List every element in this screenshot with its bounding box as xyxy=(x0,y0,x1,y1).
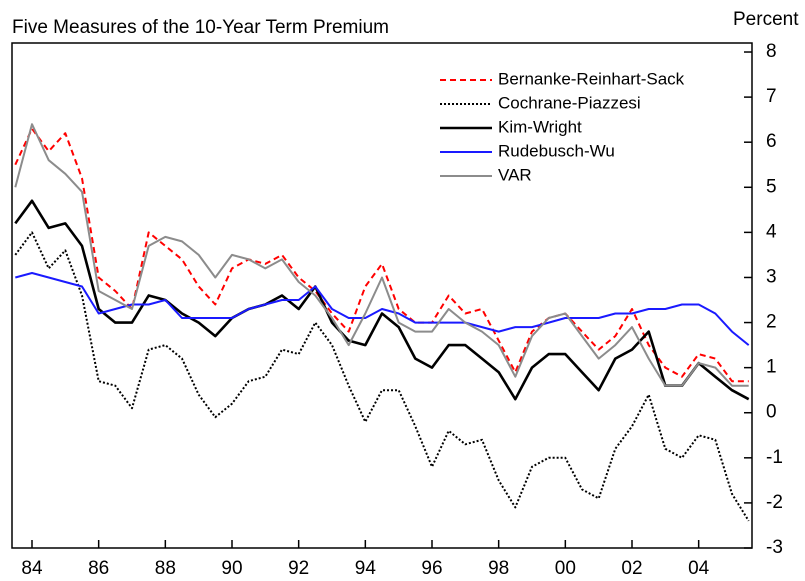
x-tick-label: 88 xyxy=(155,558,176,579)
y-tick-label: 6 xyxy=(766,131,777,152)
x-tick-label: 86 xyxy=(88,558,109,579)
legend-label: Rudebusch-Wu xyxy=(498,141,615,160)
chart-title: Five Measures of the 10-Year Term Premiu… xyxy=(12,17,389,38)
legend-label: VAR xyxy=(498,165,532,184)
y-tick-label: 0 xyxy=(766,402,777,423)
x-tick-label: 90 xyxy=(221,558,242,579)
y-tick-label: -2 xyxy=(766,492,783,513)
x-tick-label: 02 xyxy=(621,558,642,579)
y-tick-label: 5 xyxy=(766,176,777,197)
x-tick-label: 84 xyxy=(21,558,43,579)
x-tick-label: 96 xyxy=(421,558,442,579)
y-axis-label: Percent xyxy=(733,9,799,30)
legend-label: Cochrane-Piazzesi xyxy=(498,93,641,112)
series-line xyxy=(14,123,749,387)
series-line xyxy=(14,127,749,383)
y-tick-label: 2 xyxy=(766,312,777,333)
legend-label: Kim-Wright xyxy=(498,117,582,136)
x-tick-label: 04 xyxy=(688,558,710,579)
series-line xyxy=(15,272,750,346)
y-tick-label: -1 xyxy=(766,447,783,468)
y-tick-label: 8 xyxy=(766,41,777,62)
x-tick-label: 92 xyxy=(288,558,309,579)
x-tick-label: 94 xyxy=(355,558,377,579)
plot-frame xyxy=(11,42,753,549)
x-tick-label: 98 xyxy=(488,558,509,579)
x-tick-label: 00 xyxy=(555,558,576,579)
legend-label: Bernanke-Reinhart-Sack xyxy=(498,69,685,88)
series-line xyxy=(14,231,750,522)
y-tick-label: -3 xyxy=(766,537,783,558)
y-tick-label: 3 xyxy=(766,266,777,287)
series-line xyxy=(14,199,750,401)
y-tick-label: 1 xyxy=(766,357,777,378)
y-tick-label: 7 xyxy=(766,86,777,107)
y-tick-label: 4 xyxy=(766,221,777,242)
